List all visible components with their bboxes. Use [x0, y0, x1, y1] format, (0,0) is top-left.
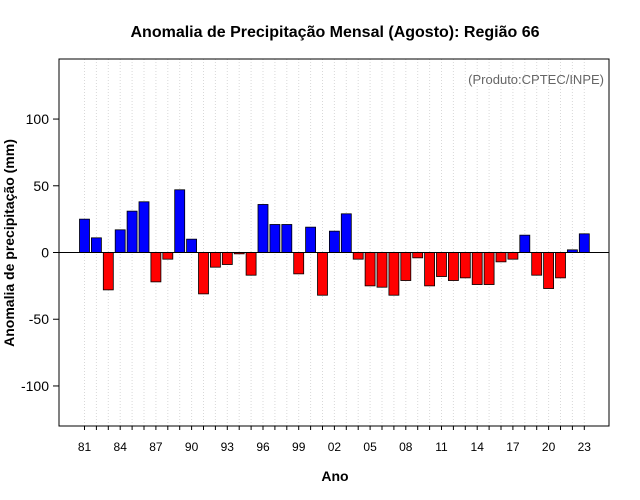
bar-2006 [376, 252, 388, 288]
bar-1987 [150, 252, 162, 283]
x-tick-label: 23 [578, 440, 592, 454]
bar-1998 [281, 224, 293, 253]
bar-1999 [293, 252, 305, 275]
bar-1988 [162, 252, 174, 260]
y-tick-label: 50 [33, 178, 49, 194]
bar-2019 [531, 252, 543, 276]
bar-2005 [364, 252, 376, 287]
bars-group [79, 189, 590, 296]
y-tick-label: -50 [29, 311, 49, 327]
x-tick-label: 93 [221, 440, 235, 454]
bar-2003 [340, 213, 352, 253]
bar-2002 [328, 230, 340, 253]
bar-2007 [388, 252, 400, 296]
x-tick-label: 84 [114, 440, 128, 454]
bar-2020 [543, 252, 554, 289]
x-axis: 81 84 87 90 93 96 99 02 05 08 11 14 17 20 23 [78, 426, 591, 454]
x-tick-label: 96 [256, 440, 270, 454]
bar-2015 [483, 252, 495, 285]
x-tick-label: 90 [185, 440, 199, 454]
x-tick-label: 20 [542, 440, 556, 454]
bar-1989 [174, 189, 186, 253]
x-axis-label: Ano [321, 468, 348, 484]
bar-2021 [555, 252, 566, 279]
bar-2012 [447, 252, 459, 281]
x-tick-label: 08 [399, 440, 413, 454]
bar-1995 [245, 252, 257, 276]
bar-1982 [91, 237, 102, 253]
bar-1986 [138, 201, 150, 253]
bar-1983 [102, 252, 114, 291]
bar-2013 [459, 252, 471, 279]
x-tick-label: 14 [471, 440, 485, 454]
y-tick-label: -100 [21, 378, 49, 394]
bar-2011 [436, 252, 447, 277]
x-tick-label: 11 [435, 440, 448, 454]
x-tick-label: 17 [506, 440, 520, 454]
bar-1991 [198, 252, 209, 295]
bar-2016 [495, 252, 507, 263]
chart-title: Anomalia de Precipitação Mensal (Agosto)… [131, 24, 540, 41]
y-tick-label: 100 [26, 111, 50, 127]
bar-1981 [79, 218, 90, 253]
x-tick-label: 87 [149, 440, 163, 454]
bar-1997 [269, 224, 281, 253]
bar-2009 [412, 252, 424, 259]
bar-2008 [400, 252, 412, 281]
x-tick-label: 81 [78, 440, 92, 454]
x-tick-label: 05 [363, 440, 377, 454]
bar-2014 [471, 252, 483, 285]
credit-text: (Produto:CPTEC/INPE) [468, 72, 604, 87]
bar-2010 [424, 252, 436, 287]
y-axis: -100 -50 0 50 100 [21, 111, 59, 394]
bar-1993 [221, 252, 233, 265]
bar-1996 [257, 204, 269, 253]
bar-2023 [578, 233, 590, 253]
y-axis-label: Anomalia de precipitação (mm) [1, 139, 17, 347]
x-tick-label: 99 [292, 440, 306, 454]
bar-1992 [209, 252, 221, 268]
bar-1990 [186, 238, 198, 253]
x-tick-label: 02 [328, 440, 342, 454]
bar-1985 [126, 210, 138, 253]
bar-2001 [317, 252, 328, 296]
bar-2000 [305, 226, 317, 253]
bar-2017 [507, 252, 519, 260]
bar-2018 [519, 234, 531, 253]
bar-1984 [114, 229, 126, 253]
y-tick-label: 0 [41, 245, 49, 261]
bar-2004 [352, 252, 364, 260]
